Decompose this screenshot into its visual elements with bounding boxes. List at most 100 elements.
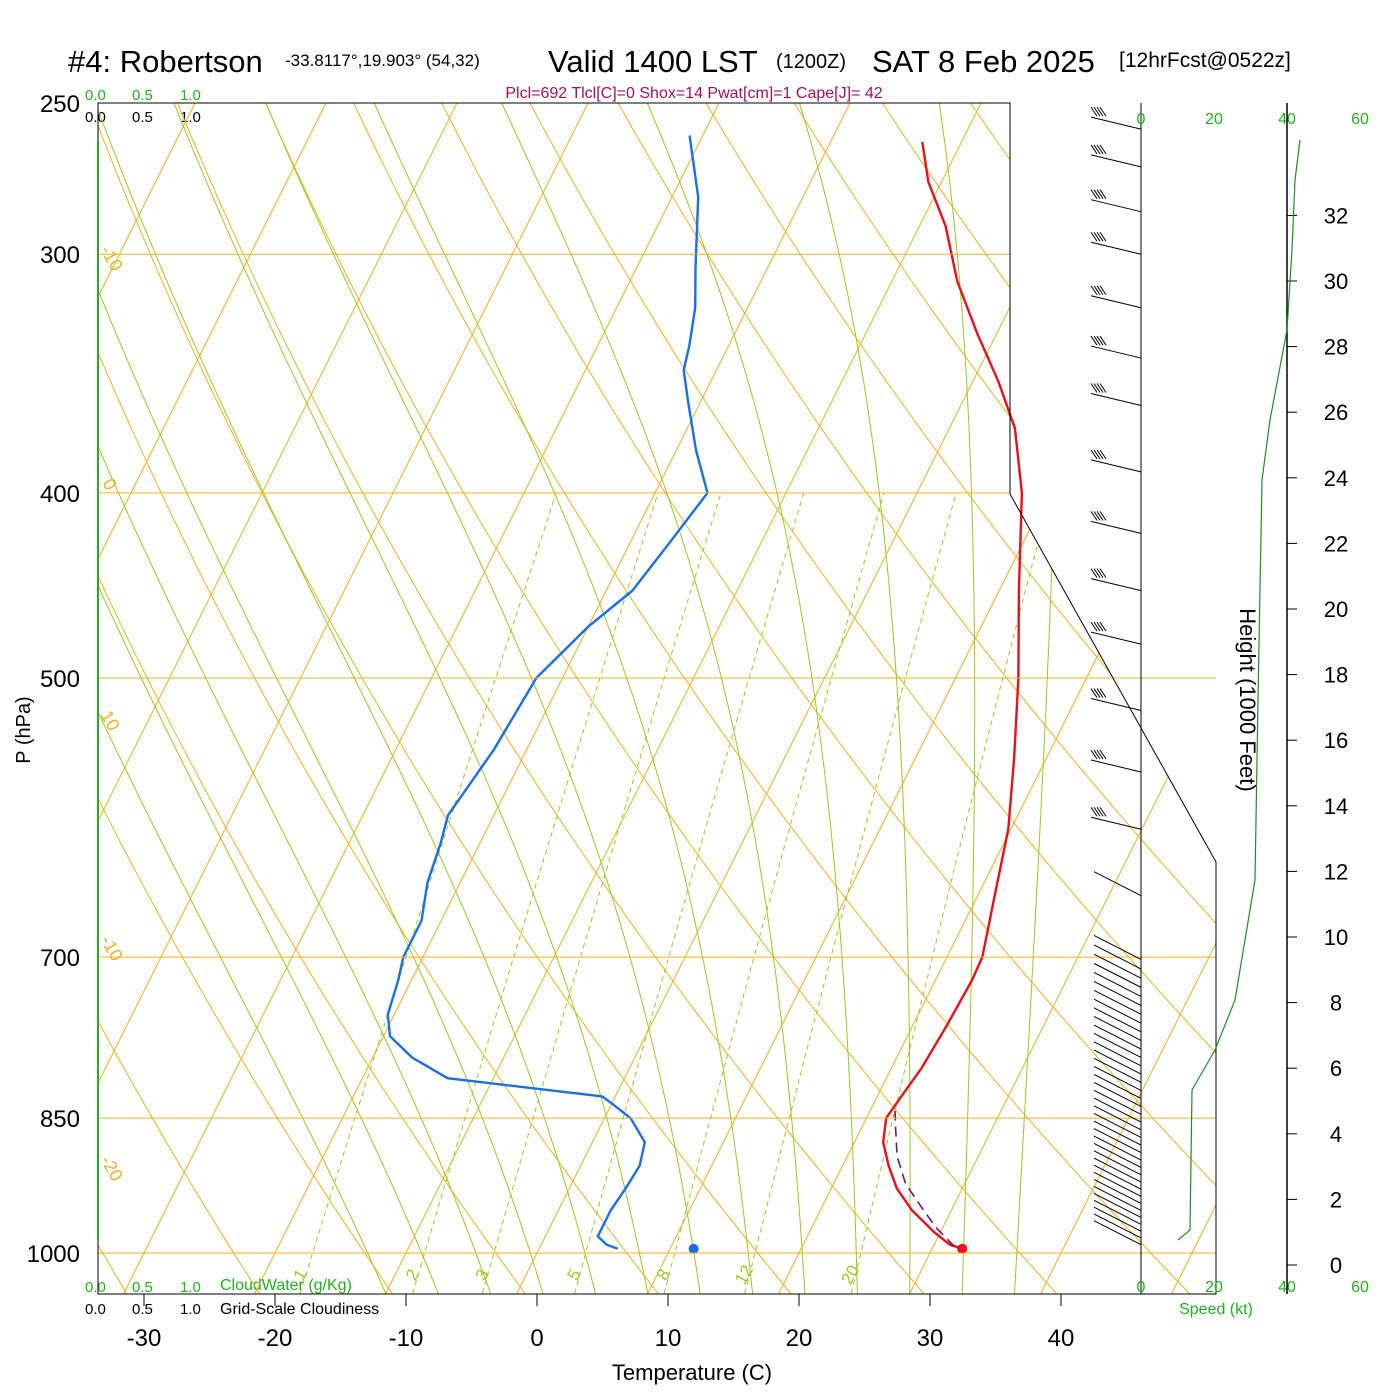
cloud-axis-top: 0.0 0.5 1.0 0.0 0.5 1.0 — [85, 87, 201, 126]
height-tick-label: 30 — [1324, 269, 1348, 294]
isotherm-label: 20 — [1105, 644, 1133, 672]
wind-barb — [1093, 962, 1142, 988]
wind-barb — [1090, 449, 1142, 473]
dewpoint-trace — [386, 135, 709, 1250]
cloudiness-top-tick: 0.0 — [85, 109, 106, 126]
isotherm-line — [1171, 103, 1216, 1294]
wind-barb — [1093, 1057, 1142, 1083]
temperature-tick-label: 20 — [786, 1325, 813, 1352]
parcel-trace — [894, 1108, 955, 1247]
mixing-ratio-line — [481, 492, 722, 1294]
wind-barb — [1093, 1016, 1142, 1041]
temperature-tick-label: 30 — [917, 1325, 944, 1352]
moist-adiabat-line — [646, 103, 858, 1294]
wind-barb — [1093, 1186, 1142, 1211]
wind-barb — [1093, 1157, 1142, 1183]
moist-adiabat-line — [98, 103, 387, 1294]
station-coords: -33.8117°,19.903° (54,32) — [285, 51, 480, 70]
sounding-traces — [386, 135, 1024, 1254]
cloudwater-top-tick: 0.5 — [132, 87, 153, 104]
height-tick-label: 24 — [1324, 466, 1348, 491]
valid-zulu: (1200Z) — [776, 51, 846, 73]
dry-adiabat-line — [705, 103, 1216, 1294]
isotherm-line — [1040, 103, 1216, 1294]
moist-adiabat-line — [1014, 103, 1060, 1294]
temperature-tick-label: -10 — [389, 1325, 424, 1352]
moist-adiabat-line — [98, 103, 544, 1294]
mixing-ratio-label: 12 — [731, 1262, 757, 1288]
dry-adiabat-line — [98, 103, 526, 1294]
wind-barb — [1093, 1213, 1142, 1239]
cloudwater-bottom-tick: 1.0 — [180, 1279, 201, 1296]
wind-barb — [1093, 1171, 1142, 1197]
dry-adiabat-line — [441, 103, 1216, 1294]
wind-barb — [1093, 972, 1142, 997]
speed-tick-label: 20 — [1205, 1279, 1223, 1296]
mixing-ratio-label: 5 — [564, 1266, 585, 1284]
mixing-ratio-line — [663, 492, 885, 1294]
wind-barb — [1093, 1192, 1142, 1218]
surface-temperature-dot — [957, 1243, 968, 1254]
cloudiness-bottom-tick: 1.0 — [180, 1301, 201, 1318]
station-title: #4: Robertson — [68, 44, 263, 79]
speed-tick-label: 0 — [1137, 111, 1146, 128]
isotherm-line — [98, 103, 589, 1294]
height-tick-label: 26 — [1324, 400, 1348, 425]
cloudiness-label: Grid-Scale Cloudiness — [220, 1301, 379, 1318]
mixing-ratio-label: 20 — [837, 1262, 863, 1288]
wind-barb — [1093, 1128, 1142, 1154]
temperature-tick-label: 40 — [1048, 1325, 1075, 1352]
wind-barb — [1090, 189, 1142, 213]
wind-barb — [1093, 1206, 1142, 1232]
height-tick-label: 28 — [1324, 335, 1348, 360]
wind-barb — [1093, 1164, 1142, 1190]
wind-barb — [1093, 1024, 1142, 1050]
wind-barb — [1093, 1073, 1142, 1099]
wind-barb — [1093, 944, 1142, 970]
mixing-ratio-line — [412, 492, 659, 1294]
wind-barb — [1093, 935, 1142, 960]
moist-adiabat-line — [501, 103, 806, 1294]
x-axis-title: Temperature (C) — [612, 1360, 772, 1385]
wind-barb — [1093, 1178, 1142, 1204]
cloudiness-bottom-tick: 0.0 — [85, 1301, 106, 1318]
height-tick-label: 4 — [1330, 1122, 1342, 1147]
temperature-tick-label: -20 — [258, 1325, 293, 1352]
sounding-indices: Plcl=692 Tlcl[C]=0 Shox=14 Pwat[cm]=1 Ca… — [505, 85, 882, 102]
speed-tick-label: 60 — [1351, 1279, 1369, 1296]
cloudwater-bottom-tick: 0.0 — [85, 1279, 106, 1296]
wind-barb — [1090, 688, 1142, 712]
wind-barb — [1093, 981, 1142, 1006]
wind-barb — [1090, 335, 1142, 359]
height-tick-label: 20 — [1324, 597, 1348, 622]
wind-barb — [1093, 1199, 1142, 1225]
cloudwater-top-tick: 1.0 — [180, 87, 201, 104]
moist-adiabat-line — [98, 103, 439, 1294]
wind-panel: 0020204040606002468101214161820222426283… — [1090, 103, 1369, 1296]
cloudwater-bottom-tick: 0.5 — [132, 1279, 153, 1296]
wind-barb — [1093, 1041, 1142, 1067]
surface-dewpoint-dot — [688, 1243, 699, 1254]
valid-date: SAT 8 Feb 2025 — [872, 44, 1095, 79]
wind-barb — [1090, 749, 1142, 773]
height-tick-label: 12 — [1324, 859, 1348, 884]
isotherm-label: -10 — [97, 242, 127, 275]
isotherm-line — [647, 103, 1216, 1294]
dry-adiabat-line — [98, 103, 393, 1294]
wind-barb — [1093, 1113, 1142, 1138]
isotherm-line — [385, 103, 982, 1294]
height-tick-label: 32 — [1324, 203, 1348, 228]
speed-tick-label: 0 — [1137, 1279, 1146, 1296]
isotherm-line — [778, 103, 1216, 1294]
height-tick-label: 8 — [1330, 991, 1342, 1016]
height-tick-label: 2 — [1330, 1187, 1342, 1212]
pressure-tick-label: 400 — [40, 481, 80, 508]
dry-adiabat-line — [98, 103, 659, 1294]
height-axis-title: Height (1000 Feet) — [1235, 608, 1260, 791]
cloud-axis-bottom: 0.0 0.5 1.0 CloudWater (g/Kg) 0.0 0.5 1.… — [85, 1277, 379, 1318]
height-tick-label: 18 — [1324, 663, 1348, 688]
isotherm-line — [1303, 103, 1400, 1293]
wind-barb — [1093, 1097, 1142, 1123]
